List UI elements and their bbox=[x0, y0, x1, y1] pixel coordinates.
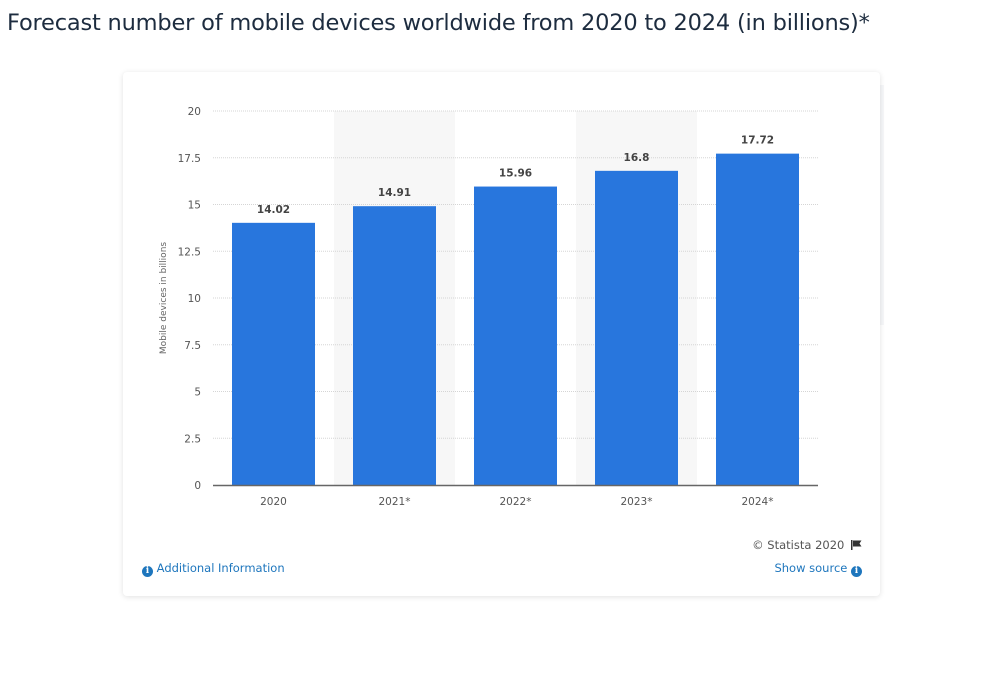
data-label: 16.8 bbox=[624, 152, 650, 164]
show-source-link[interactable]: Show source i bbox=[774, 561, 862, 577]
y-tick-label: 15 bbox=[188, 200, 201, 212]
bar-2023 bbox=[595, 170, 678, 485]
y-tick-label: 2.5 bbox=[184, 433, 201, 445]
bar-2021 bbox=[353, 206, 436, 486]
additional-information-label: Additional Information bbox=[156, 561, 285, 575]
show-source-label: Show source bbox=[774, 561, 848, 575]
data-label: 15.96 bbox=[499, 168, 532, 180]
y-tick-label: 12.5 bbox=[178, 246, 201, 258]
y-tick-label: 5 bbox=[194, 387, 201, 399]
statista-credit: © Statista 2020 bbox=[752, 538, 862, 552]
x-tick-label: 2021* bbox=[379, 496, 411, 508]
y-tick-label: 7.5 bbox=[184, 340, 201, 352]
info-icon: i bbox=[142, 566, 153, 577]
y-tick-label: 20 bbox=[188, 106, 201, 118]
bar-2024 bbox=[716, 153, 799, 486]
data-label: 14.02 bbox=[257, 204, 290, 216]
bar-2020 bbox=[232, 222, 315, 486]
info-icon: i bbox=[851, 566, 862, 577]
x-tick-label: 2022* bbox=[500, 496, 532, 508]
x-tick-label: 2020 bbox=[260, 496, 287, 508]
additional-information-link[interactable]: i Additional Information bbox=[142, 561, 285, 577]
data-label: 14.91 bbox=[378, 187, 411, 199]
y-tick-label: 0 bbox=[194, 480, 201, 492]
x-tick-label: 2023* bbox=[621, 496, 653, 508]
flag-icon[interactable] bbox=[851, 540, 862, 550]
data-label: 17.72 bbox=[741, 135, 774, 147]
y-tick-label: 10 bbox=[188, 293, 201, 305]
y-tick-label: 17.5 bbox=[178, 153, 201, 165]
credit-text: © Statista 2020 bbox=[752, 538, 845, 552]
chart-card: 0 2.5 5 7.5 10 12.5 15 17.5 20 Mobile devices in … bbox=[123, 72, 880, 596]
page-title: Forecast number of mobile devices worldw… bbox=[7, 10, 870, 36]
y-axis-label: Mobile devices in billions bbox=[159, 242, 169, 354]
bar-chart: 0 2.5 5 7.5 10 12.5 15 17.5 20 Mobile devices in … bbox=[159, 106, 818, 508]
x-tick-label: 2024* bbox=[742, 496, 774, 508]
bar-2022 bbox=[474, 186, 557, 485]
